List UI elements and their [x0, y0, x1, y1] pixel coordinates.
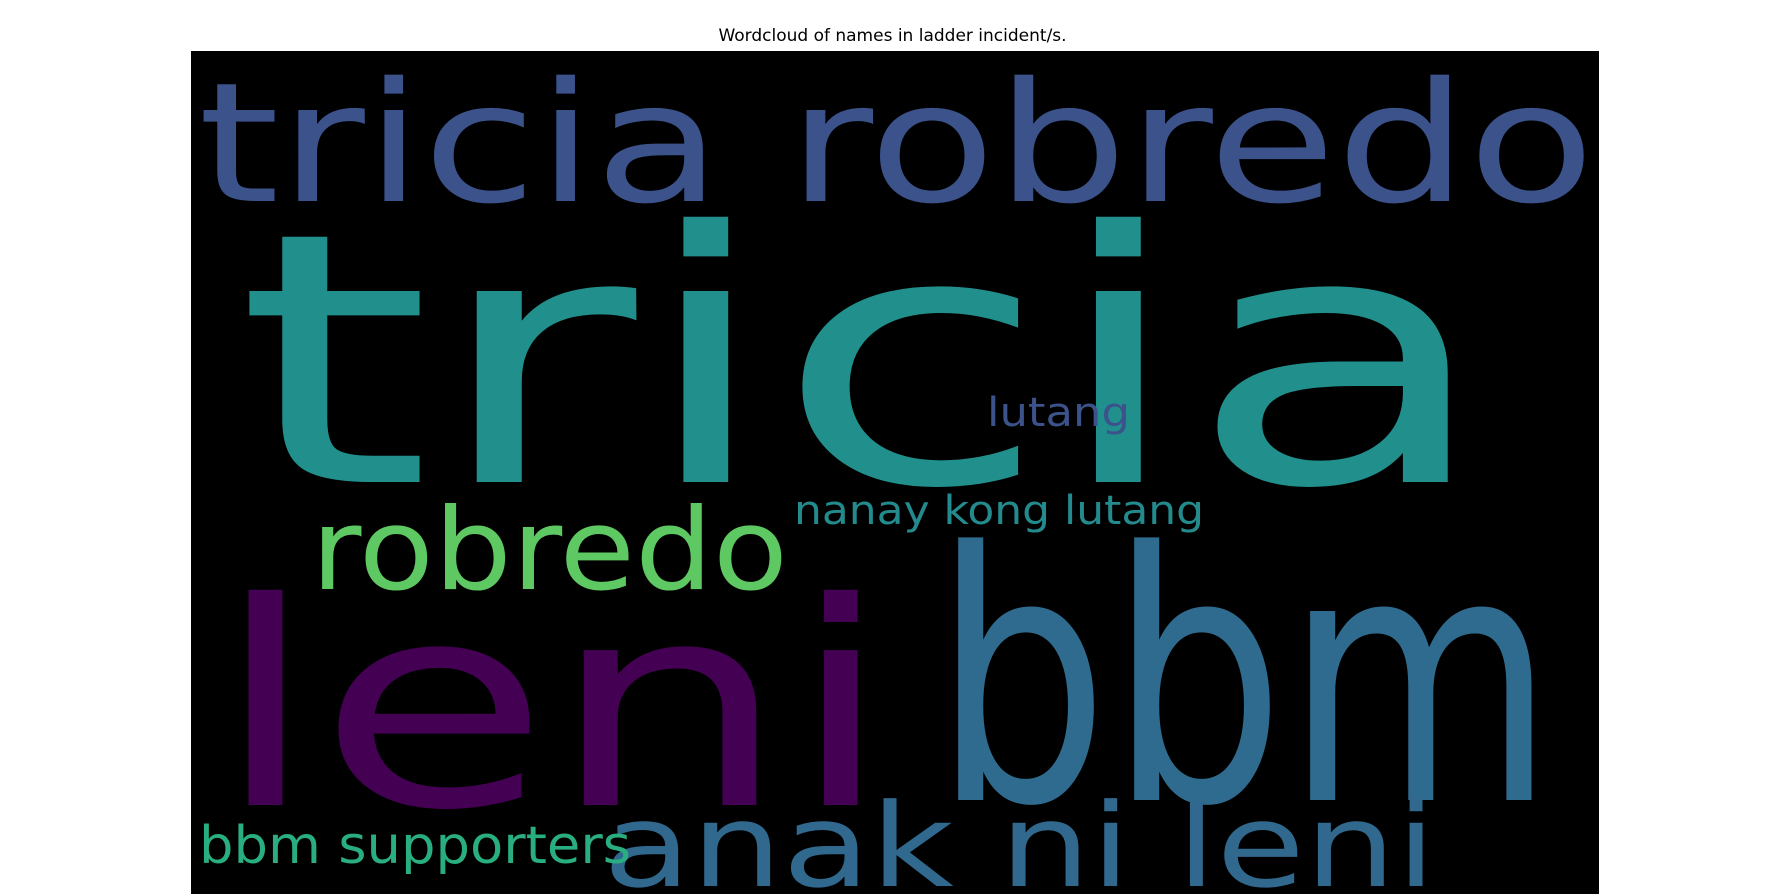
word-anak-ni-leni: anak ni leni [603, 780, 1436, 894]
word-robredo: robredo [311, 484, 788, 616]
word-bbm: bbm [933, 479, 1555, 882]
word-tricia-robredo: tricia robredo [198, 51, 1595, 241]
wordcloud-background [191, 51, 1599, 894]
word-lutang: lutang [987, 390, 1130, 436]
chart-title: Wordcloud of names in ladder incident/s. [718, 26, 1067, 46]
word-bbm-supporters: bbm supporters [199, 816, 631, 876]
word-leni: leni [213, 542, 893, 872]
word-nanay-kong-lutang: nanay kong lutang [794, 488, 1204, 534]
word-tricia: tricia [236, 159, 1493, 565]
